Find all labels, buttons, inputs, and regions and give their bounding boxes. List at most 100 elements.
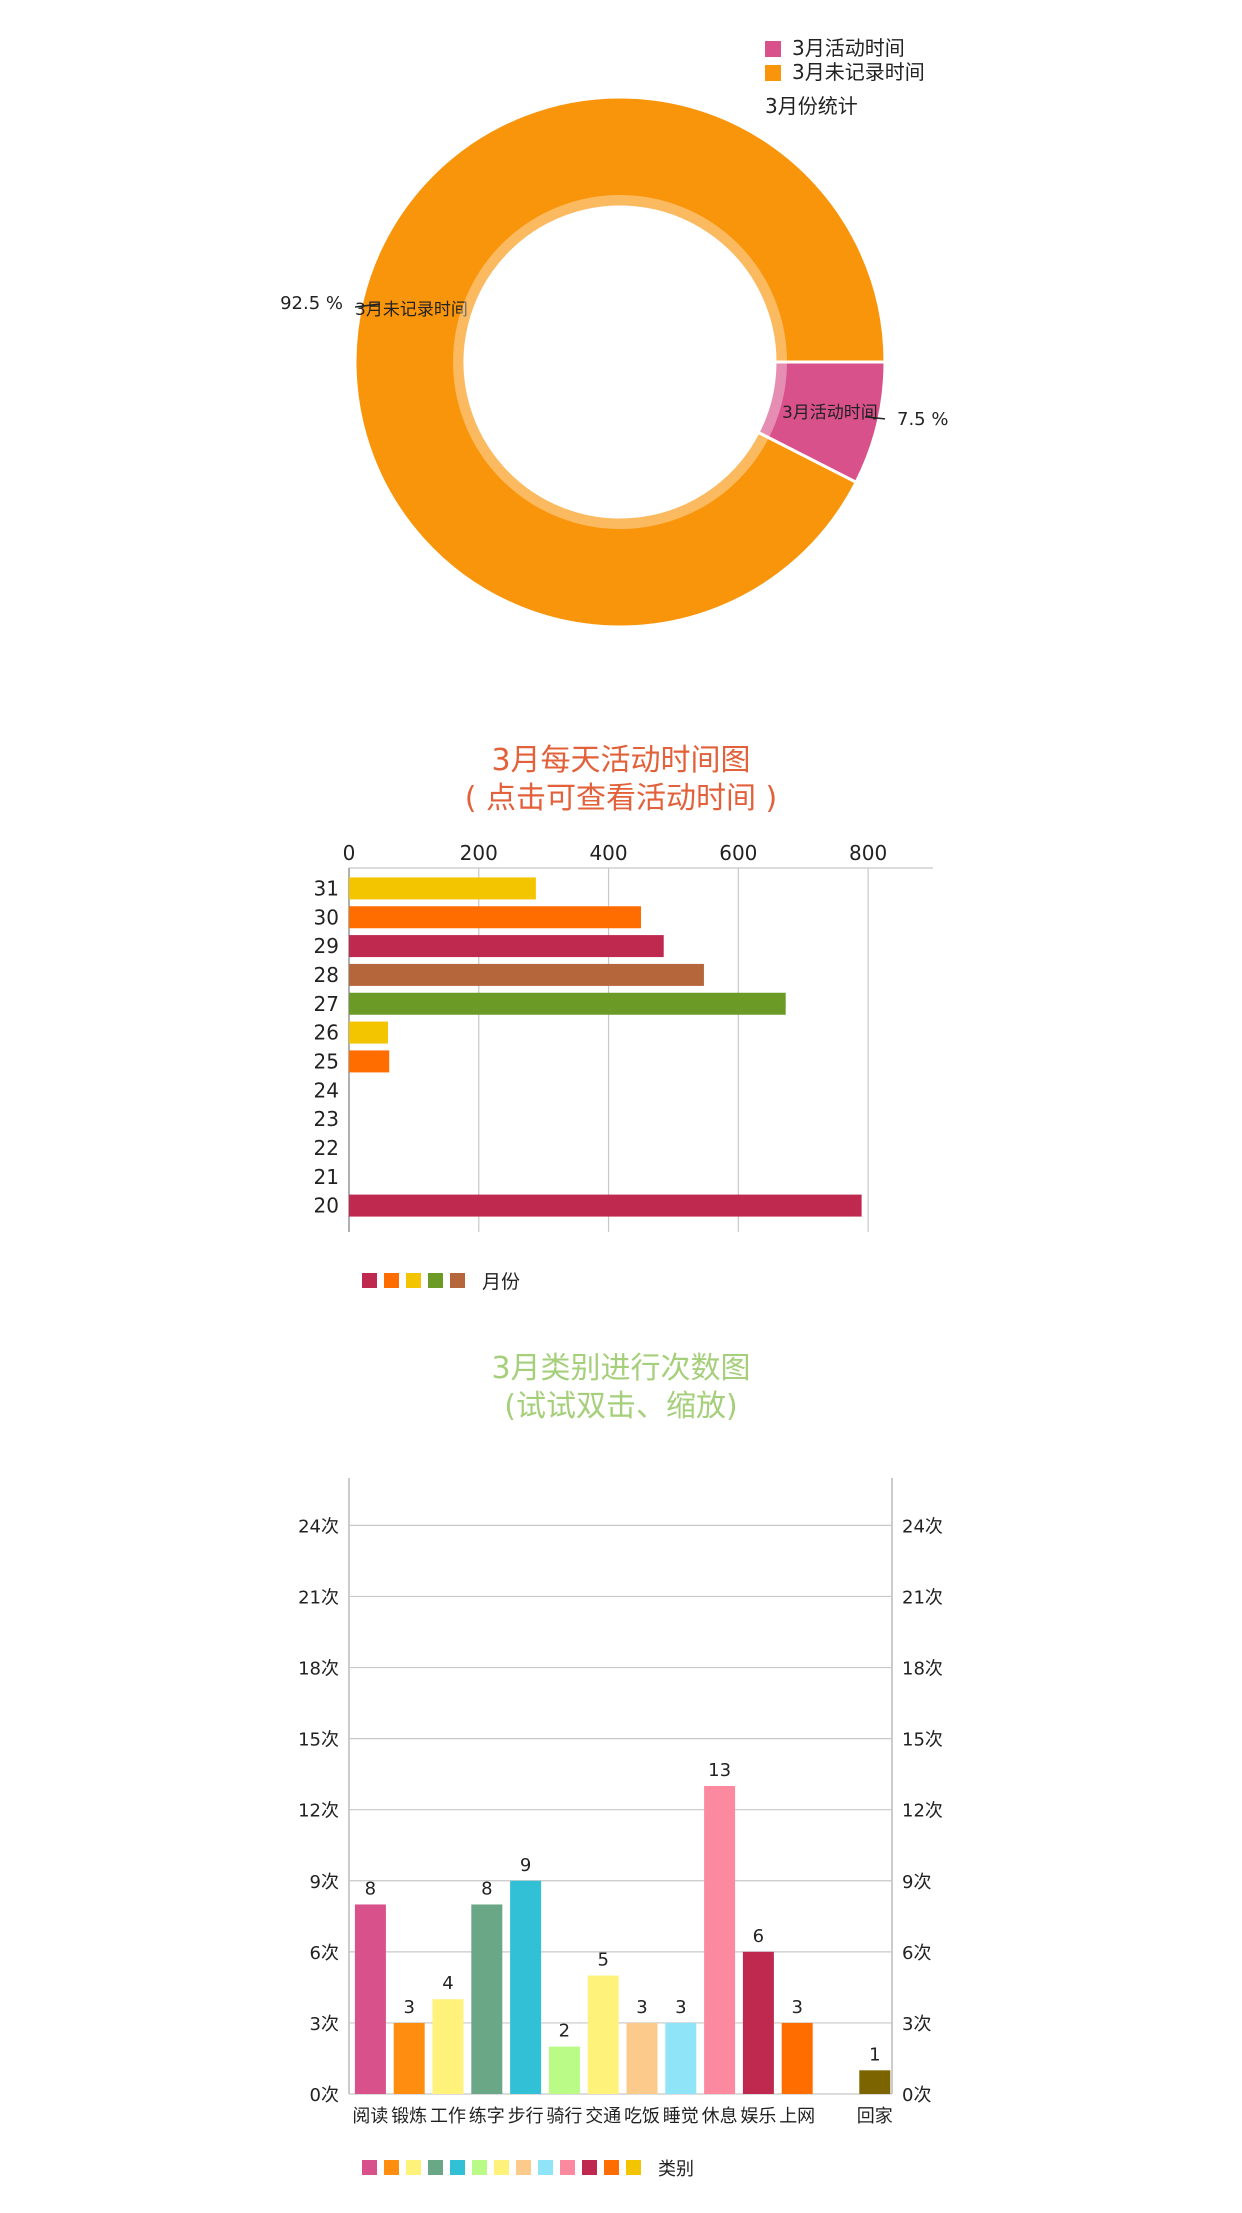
bar	[349, 906, 641, 929]
x-tick-label: 娱乐	[740, 2106, 776, 2127]
bar	[781, 2022, 813, 2094]
y-tick-label-left: 21次	[298, 1587, 339, 1608]
x-tick-label: 睡觉	[663, 2106, 699, 2127]
daily-bar-svg: 0 200 400 600 800 31 30 29 28 27 26 25 24 23 22 21 20 月份	[314, 841, 933, 1293]
x-tick-label: 上网	[779, 2106, 815, 2127]
donut-leader	[864, 416, 886, 420]
legend-swatch	[362, 1273, 377, 1288]
legend-label: 3月活动时间	[792, 36, 905, 60]
bar	[587, 1975, 619, 2094]
y-tick-label-right: 21次	[902, 1587, 943, 1608]
legend-swatch	[384, 1273, 399, 1288]
legend-swatch	[362, 2160, 377, 2175]
legend-swatch	[428, 1273, 443, 1288]
y-tick-label: 26	[314, 1021, 339, 1045]
donut-pct-label: 92.5 %	[280, 293, 343, 314]
y-tick-label-right: 18次	[902, 1659, 943, 1680]
y-tick-label-right: 0次	[902, 2085, 931, 2106]
data-label: 4	[442, 1973, 453, 1994]
data-label: 3	[403, 1997, 414, 2018]
data-label: 8	[481, 1878, 492, 1899]
legend-swatch	[472, 2160, 487, 2175]
y-tick-label: 31	[314, 876, 339, 900]
data-label: 8	[365, 1878, 376, 1899]
bar	[349, 1021, 388, 1044]
y-tick-label-left: 24次	[298, 1516, 339, 1537]
daily-bar-chart: 0 200 400 600 800 31 30 29 28 27 26 25 24 23 22 21 20 月份	[0, 830, 1242, 1310]
legend-label: 类别	[658, 2159, 694, 2180]
daily-chart-subtitle: ( 点击可查看活动时间 )	[464, 781, 778, 816]
legend-swatch	[765, 41, 781, 57]
legend-swatch	[450, 1273, 465, 1288]
legend-swatch	[604, 2160, 619, 2175]
y-tick-label-left: 15次	[298, 1730, 339, 1751]
x-tick-label: 交通	[585, 2106, 621, 2127]
y-tick-label-left: 6次	[310, 1943, 339, 1964]
donut-leader	[354, 303, 381, 308]
x-tick-label: 600	[719, 841, 757, 865]
y-tick-label: 24	[314, 1078, 339, 1102]
y-tick-label: 28	[314, 963, 339, 987]
bar	[393, 2022, 425, 2094]
bar	[859, 2070, 891, 2094]
y-tick-label-right: 15次	[902, 1730, 943, 1751]
y-tick-label: 22	[314, 1136, 339, 1160]
category-chart-subtitle: (试试双击、缩放)	[504, 1389, 738, 1424]
legend-swatch	[406, 2160, 421, 2175]
bar	[432, 1999, 464, 2094]
donut-title: 3月份统计	[765, 94, 858, 118]
legend-swatch	[765, 65, 781, 81]
category-bar-chart: 0次 0次 3次 3次 6次 6次 9次 9次 12次 12次 15次 15次 18次 18次 21次 21次…	[0, 1460, 1242, 2208]
y-tick-label-right: 3次	[902, 2014, 931, 2035]
legend-swatch	[516, 2160, 531, 2175]
legend-swatch	[626, 2160, 641, 2175]
bar	[704, 1786, 736, 2094]
y-tick-label: 25	[314, 1049, 339, 1073]
x-tick-label: 锻炼	[391, 2106, 427, 2127]
donut-inner-ring	[453, 195, 787, 529]
bar	[471, 1904, 503, 2094]
category-chart-title-text: 3月类别进行次数图	[491, 1351, 751, 1386]
x-tick-label: 阅读	[352, 2106, 388, 2127]
bar	[354, 1904, 386, 2094]
legend-swatch	[428, 2160, 443, 2175]
daily-chart-title: 3月每天活动时间图 ( 点击可查看活动时间 )	[0, 742, 1242, 818]
data-label: 1	[869, 2044, 880, 2065]
data-label: 3	[675, 1997, 686, 2018]
y-tick-label-left: 12次	[298, 1801, 339, 1822]
y-tick-label: 30	[314, 905, 339, 929]
bar	[349, 935, 664, 958]
donut-chart: 3月活动时间 7.5 % 3月未记录时间 92.5 % 3月活动时间 3月未记录时间 3月份…	[0, 0, 1242, 660]
daily-chart-title-text: 3月每天活动时间图	[491, 743, 751, 778]
data-label: 5	[597, 1950, 608, 1971]
y-tick-label: 21	[314, 1165, 339, 1189]
x-tick-label: 休息	[702, 2106, 738, 2127]
donut-slice	[353, 95, 887, 629]
y-tick-label-left: 9次	[310, 1872, 339, 1893]
x-tick-label: 回家	[857, 2106, 893, 2127]
bar	[510, 1880, 542, 2094]
legend-swatch	[406, 1273, 421, 1288]
x-tick-label: 练字	[469, 2106, 505, 2127]
bar	[349, 963, 704, 986]
bar	[349, 1194, 862, 1217]
y-tick-label: 23	[314, 1107, 339, 1131]
legend-swatch	[450, 2160, 465, 2175]
x-tick-label: 吃饭	[624, 2106, 660, 2127]
y-tick-label-right: 12次	[902, 1801, 943, 1822]
legend-swatch	[384, 2160, 399, 2175]
bar	[548, 2046, 580, 2094]
bar	[626, 2022, 658, 2094]
y-tick-label: 29	[314, 934, 339, 958]
y-tick-label-right: 9次	[902, 1872, 931, 1893]
y-tick-label-right: 24次	[902, 1516, 943, 1537]
data-label: 9	[520, 1855, 531, 1876]
y-tick-label: 20	[314, 1194, 339, 1218]
legend-label: 月份	[482, 1271, 520, 1293]
data-label: 6	[753, 1926, 764, 1947]
y-tick-label: 27	[314, 992, 339, 1016]
donut-pct-label: 7.5 %	[897, 409, 948, 430]
data-label: 13	[708, 1760, 731, 1781]
x-tick-label: 工作	[430, 2106, 466, 2127]
legend-label: 3月未记录时间	[792, 60, 925, 84]
